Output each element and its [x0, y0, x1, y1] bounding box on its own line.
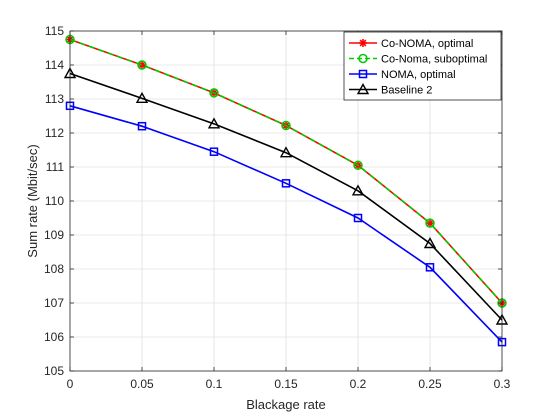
data-point	[423, 237, 437, 249]
data-point	[137, 60, 147, 70]
data-point	[425, 218, 435, 228]
y-axis-label: Sum rate (Mbit/sec)	[25, 144, 40, 257]
x-tick-label: 0.3	[494, 377, 511, 391]
legend-label: Co-NOMA, optimal	[381, 38, 473, 50]
legend-item: Baseline 2	[349, 83, 432, 97]
x-tick-label: 0	[67, 377, 74, 391]
y-tick-label: 105	[44, 364, 64, 378]
data-point	[209, 147, 219, 156]
legend-marker	[358, 69, 368, 79]
x-tick-label: 0.1	[206, 377, 223, 391]
series-3	[63, 67, 509, 325]
x-tick-label: 0.05	[130, 377, 154, 391]
data-point	[137, 121, 147, 131]
y-tick-label: 114	[45, 58, 64, 72]
legend-item: NOMA, optimal	[349, 69, 456, 81]
y-tick-label: 111	[46, 160, 65, 174]
y-tick-label: 115	[45, 24, 64, 38]
data-point	[138, 61, 146, 69]
data-point	[351, 184, 365, 196]
y-tick-label: 109	[44, 228, 64, 242]
series-line	[69, 72, 503, 321]
data-point	[279, 146, 293, 158]
y-tick-label: 108	[44, 262, 64, 276]
data-point	[281, 179, 291, 188]
legend-marker	[358, 53, 368, 64]
y-tick-label: 112	[45, 126, 64, 140]
series-layer	[63, 34, 509, 347]
data-point	[353, 213, 363, 223]
legend-marker	[356, 83, 370, 95]
y-tick-label: 110	[45, 194, 64, 208]
y-tick-label: 107	[44, 296, 64, 310]
data-point	[353, 160, 363, 171]
data-point	[207, 117, 221, 129]
legend-marker	[359, 39, 367, 47]
data-point	[209, 88, 219, 98]
x-tick-label: 0.2	[350, 377, 367, 391]
series-line	[69, 105, 503, 343]
legend-item: Co-NOMA, optimal	[349, 38, 473, 50]
x-tick-label: 0.25	[418, 377, 442, 391]
legend-label: Co-Noma, suboptimal	[381, 54, 487, 66]
legend-label: Baseline 2	[381, 85, 432, 97]
data-point	[281, 120, 291, 131]
data-point	[135, 91, 149, 104]
y-tick-label: 113	[45, 92, 64, 106]
x-tick-label: 0.15	[274, 377, 298, 391]
series-line	[69, 38, 503, 304]
legend-item: Co-Noma, suboptimal	[349, 54, 487, 66]
legend-label: NOMA, optimal	[381, 69, 456, 81]
y-tick-label: 106	[44, 330, 64, 344]
x-axis-label: Blackage rate	[246, 397, 326, 412]
data-point	[425, 263, 435, 272]
legend: Co-NOMA, optimal Co-Noma, suboptimal NOMA,…	[343, 31, 502, 101]
